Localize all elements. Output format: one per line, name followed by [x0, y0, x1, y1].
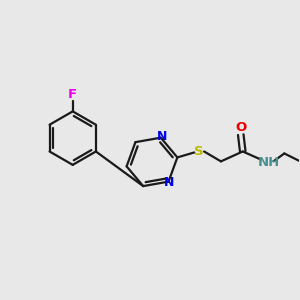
- Text: S: S: [194, 145, 204, 158]
- Text: N: N: [157, 130, 167, 143]
- Text: F: F: [68, 88, 77, 101]
- Text: N: N: [164, 176, 175, 189]
- Text: NH: NH: [257, 156, 280, 169]
- Text: O: O: [235, 121, 246, 134]
